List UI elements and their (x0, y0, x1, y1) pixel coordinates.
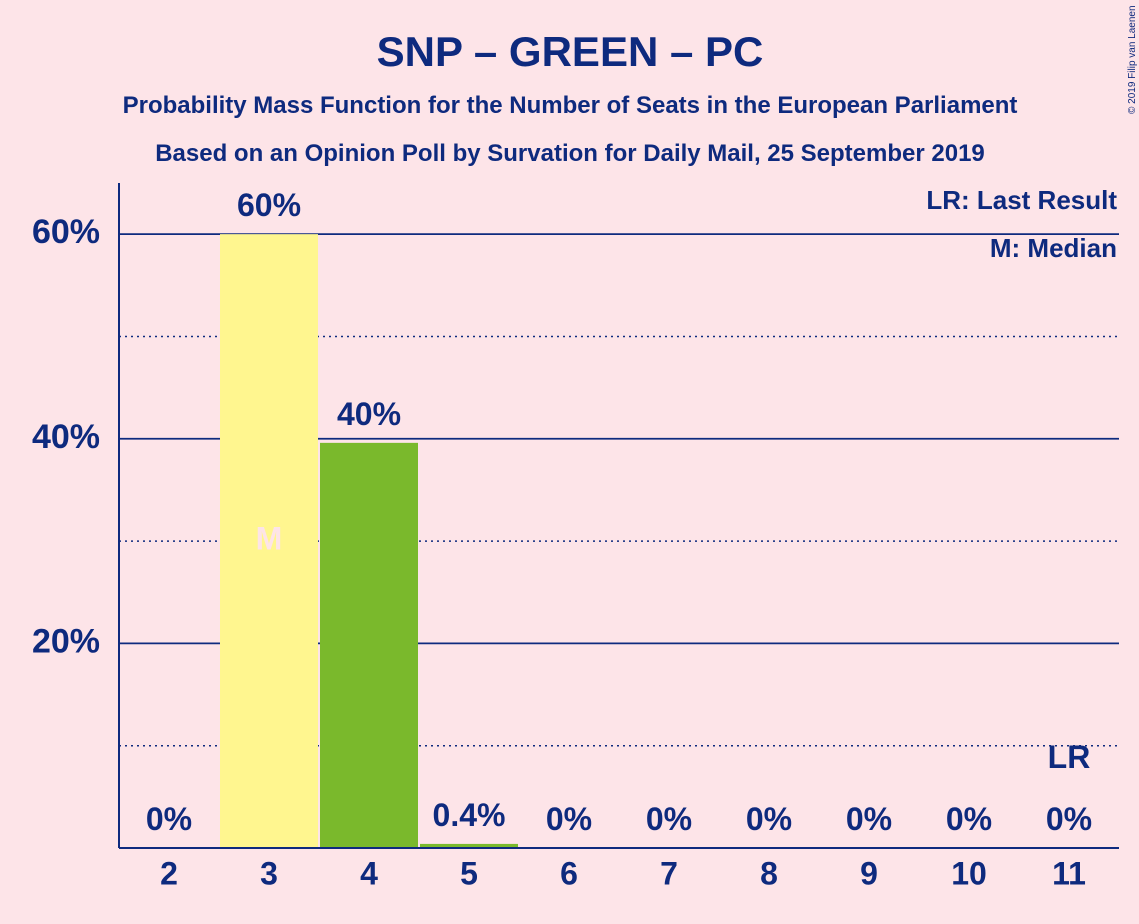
value-labels: 0% 60% M 40% 0.4% 0% 0% 0% 0% 0% 0% LR (146, 187, 1092, 837)
x-tick-labels: 2 3 4 5 6 7 8 9 10 11 (160, 855, 1086, 891)
axes (118, 183, 1119, 849)
y-tick-40: 40% (32, 418, 100, 456)
x-tick-3: 3 (260, 855, 278, 891)
value-label-5: 0.4% (433, 797, 506, 833)
chart-subtitle-poll: Based on an Opinion Poll by Survation fo… (155, 140, 985, 167)
y-tick-labels: 20% 40% 60% (32, 213, 100, 660)
bar-5 (420, 843, 518, 848)
x-tick-9: 9 (860, 855, 878, 891)
value-label-7: 0% (646, 801, 692, 837)
y-tick-60: 60% (32, 213, 100, 251)
copyright-notice: © 2019 Filip van Laenen (1127, 5, 1138, 114)
y-tick-20: 20% (32, 622, 100, 660)
value-label-11: 0% (1046, 801, 1092, 837)
x-tick-5: 5 (460, 855, 478, 891)
bars (220, 234, 518, 849)
x-tick-11: 11 (1052, 855, 1086, 891)
value-label-4: 40% (337, 396, 401, 432)
legend-last-result: LR: Last Result (926, 185, 1117, 215)
value-label-8: 0% (746, 801, 792, 837)
value-label-3: 60% (237, 187, 301, 223)
x-tick-10: 10 (951, 855, 987, 891)
x-tick-8: 8 (760, 855, 778, 891)
legend-median: M: Median (990, 233, 1117, 263)
median-marker: M (256, 521, 283, 557)
value-label-9: 0% (846, 801, 892, 837)
last-result-marker: LR (1048, 739, 1091, 775)
x-tick-6: 6 (560, 855, 578, 891)
x-tick-2: 2 (160, 855, 178, 891)
value-label-10: 0% (946, 801, 992, 837)
chart-title: SNP – GREEN – PC (377, 28, 764, 75)
chart-subtitle: Probability Mass Function for the Number… (123, 92, 1018, 119)
value-label-6: 0% (546, 801, 592, 837)
x-tick-4: 4 (360, 855, 378, 891)
x-tick-7: 7 (660, 855, 678, 891)
bar-4 (320, 442, 418, 848)
bar-3 (220, 234, 318, 849)
value-label-2: 0% (146, 801, 192, 837)
